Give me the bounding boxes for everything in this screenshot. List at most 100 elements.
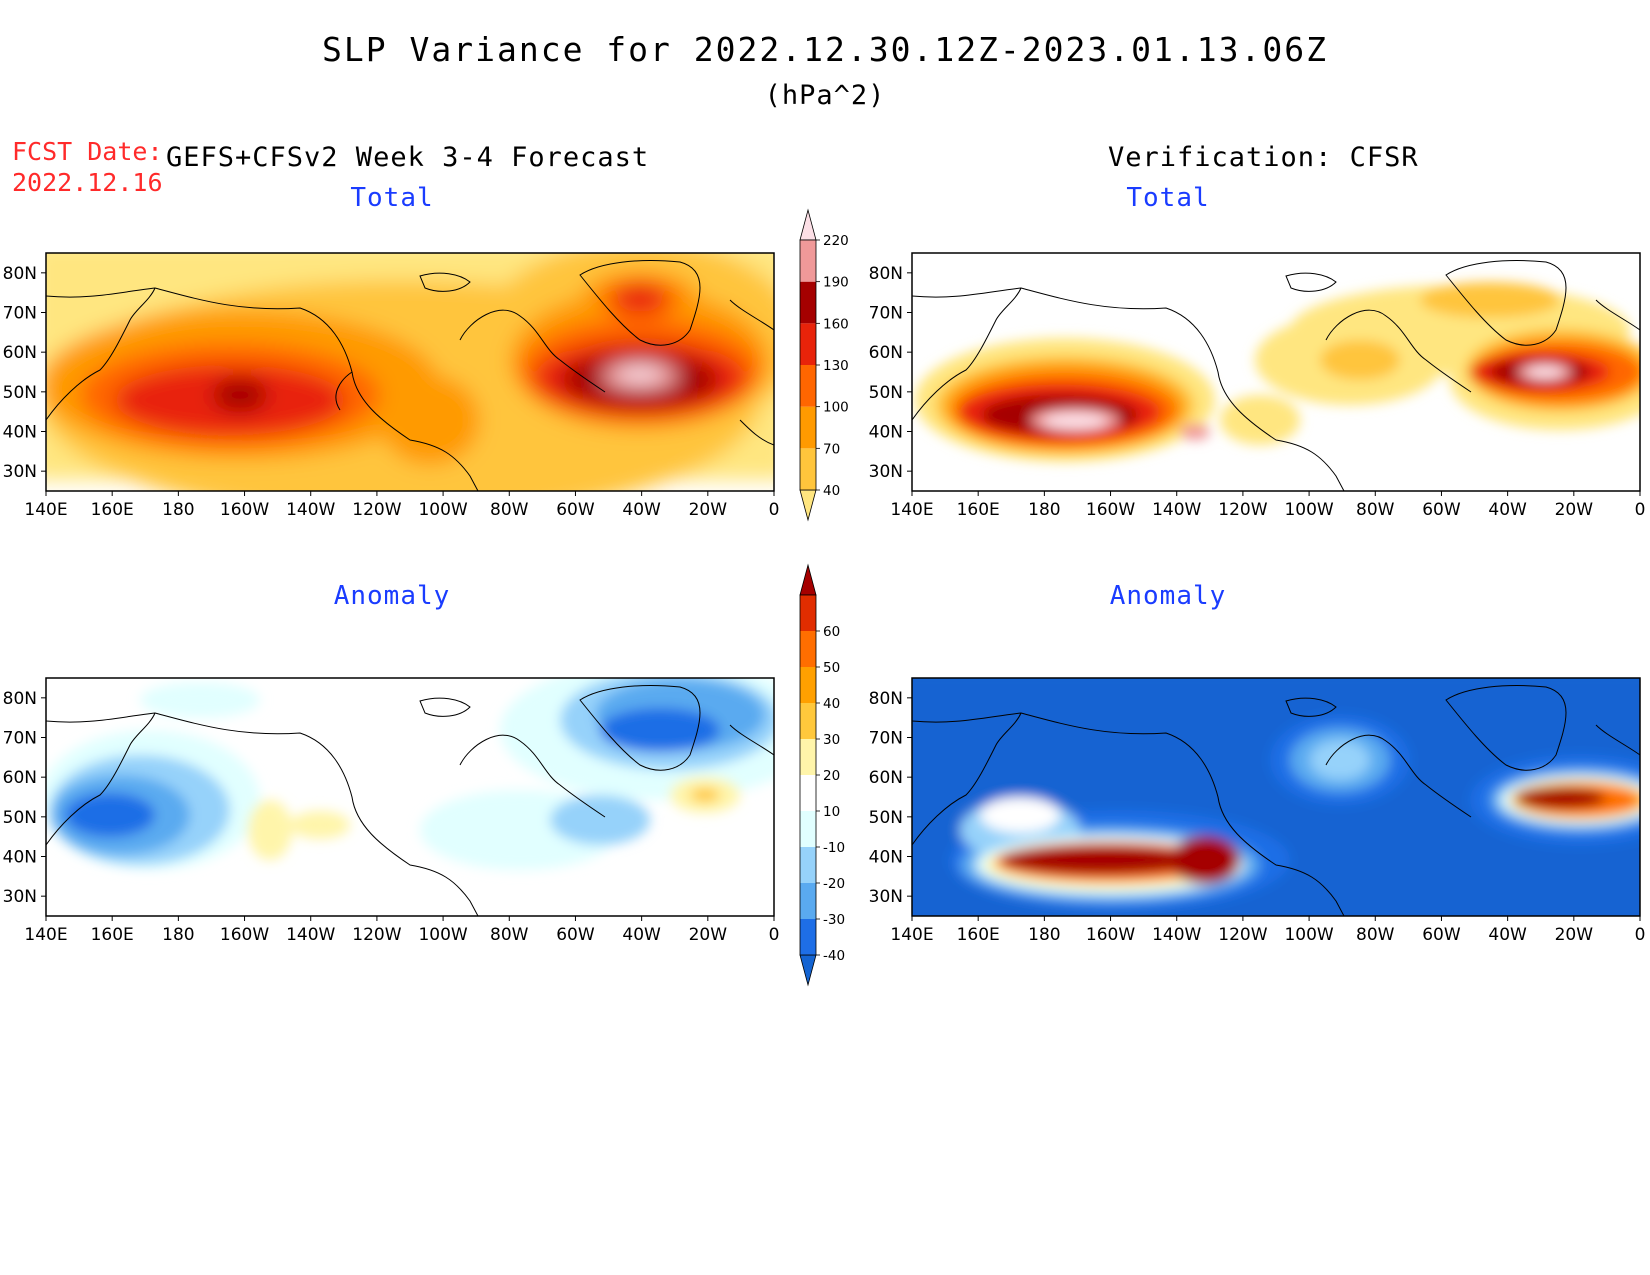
- colorbar-segment: [800, 631, 816, 667]
- lat-tick-label: 70N: [869, 729, 903, 749]
- lon-tick-label: 0: [769, 500, 780, 520]
- lat-tick-label: 60N: [869, 768, 903, 788]
- colorbar-segment: [800, 323, 816, 365]
- colorbar-segment: [800, 703, 816, 739]
- lat-tick-label: 60N: [869, 343, 903, 363]
- panel-title-verification-anomaly: Anomaly: [1109, 581, 1227, 611]
- lat-tick-label: 80N: [869, 264, 903, 284]
- lon-tick-label: 160W: [1086, 925, 1135, 945]
- lon-tick-label: 0: [1635, 500, 1646, 520]
- colorbar-label: 100: [823, 400, 849, 416]
- lat-tick-label: 70N: [3, 304, 37, 324]
- colorbar-top-arrow: [799, 208, 817, 241]
- colorbar-label: 40: [823, 483, 840, 499]
- colorbar-segment: [800, 775, 816, 811]
- lon-tick-label: 40W: [1488, 925, 1527, 945]
- lon-tick-label: 40W: [622, 925, 661, 945]
- panel-verification-total: 30N 40N 50N 60N 70N 80N 140E 160E 180 160W 140W 12…: [869, 252, 1646, 520]
- verification-anomaly-coastlines: [912, 685, 1640, 916]
- lat-tick-label: 70N: [3, 729, 37, 749]
- verification-total-frame: [911, 252, 1641, 492]
- colorbar-label: 50: [823, 660, 840, 676]
- panel-title-forecast-anomaly: Anomaly: [333, 581, 451, 611]
- lon-tick-label: 180: [1028, 925, 1060, 945]
- forecast-date-label: FCST Date:: [12, 137, 163, 166]
- lat-tick-label: 70N: [869, 304, 903, 324]
- colorbar-label: 30: [823, 732, 840, 748]
- colorbar-label: 60: [823, 624, 840, 640]
- lon-tick-label: 60W: [556, 925, 595, 945]
- colorbar-segment: [800, 595, 816, 631]
- panel-forecast-anomaly: 30N 40N 50N 60N 70N 80N 140E 160E 180 160W 140W 12…: [3, 677, 779, 945]
- lon-tick-label: 120W: [1218, 925, 1267, 945]
- forecast-anomaly-lon-axis: 140E 160E 180 160W 140W 120W 100W 80W 60W 40W 20W 0: [24, 916, 779, 945]
- verification-anomaly-shading: [912, 678, 1640, 916]
- verification-anomaly-lon-axis: 140E 160E 180 160W 140W 120W 100W 80W 60W 40W 20W 0: [890, 916, 1645, 945]
- forecast-total-lat-axis: 30N 40N 50N 60N 70N 80N: [3, 264, 46, 482]
- forecast-total-coastlines: [46, 260, 774, 491]
- lon-tick-label: 60W: [1422, 925, 1461, 945]
- lon-tick-label: 160E: [957, 925, 1000, 945]
- lon-tick-label: 160E: [91, 500, 134, 520]
- colorbar-label: 190: [823, 275, 849, 291]
- forecast-total-lon-axis: 140E 160E 180 160W 140W 120W 100W 80W 60W 40W 20W 0: [24, 491, 779, 520]
- lon-tick-label: 20W: [1555, 925, 1594, 945]
- lon-tick-label: 140E: [24, 925, 67, 945]
- lon-tick-label: 140E: [890, 925, 933, 945]
- forecast-anomaly-frame: [45, 677, 775, 917]
- forecast-total-frame: [45, 252, 775, 492]
- lon-tick-label: 140E: [890, 500, 933, 520]
- colorbar-label: 130: [823, 358, 849, 374]
- lon-tick-label: 140W: [1152, 500, 1201, 520]
- lat-tick-label: 60N: [3, 768, 37, 788]
- lon-tick-label: 140W: [286, 500, 335, 520]
- lon-tick-label: 0: [769, 925, 780, 945]
- lat-tick-label: 50N: [3, 808, 37, 828]
- lon-tick-label: 120W: [352, 925, 401, 945]
- colorbar-label: 20: [823, 768, 840, 784]
- colorbar-total: 40 70 100 130 160 190 220: [799, 208, 849, 522]
- colorbar-label: -30: [823, 912, 845, 928]
- lat-tick-label: 40N: [869, 848, 903, 868]
- lat-tick-label: 60N: [3, 343, 37, 363]
- panel-title-forecast-total: Total: [350, 183, 434, 213]
- verification-column-header: Verification: CFSR: [1108, 142, 1419, 173]
- lat-tick-label: 80N: [3, 689, 37, 709]
- colorbar-label: 160: [823, 316, 849, 332]
- colorbar-label: 70: [823, 441, 840, 457]
- lon-tick-label: 80W: [490, 500, 529, 520]
- lat-tick-label: 30N: [869, 462, 903, 482]
- lon-tick-label: 20W: [689, 500, 728, 520]
- lon-tick-label: 20W: [1555, 500, 1594, 520]
- lon-tick-label: 140E: [24, 500, 67, 520]
- lon-tick-label: 160E: [957, 500, 1000, 520]
- colorbar-segment: [800, 883, 816, 919]
- panel-forecast-total: 30N 40N 50N 60N 70N 80N 140E 160E 180 160W 140W 12…: [3, 252, 779, 520]
- colorbar-bottom-arrow: [799, 954, 817, 987]
- colorbar-segment: [800, 240, 816, 282]
- lon-tick-label: 100W: [418, 925, 467, 945]
- verification-total-lat-axis: 30N 40N 50N 60N 70N 80N: [869, 264, 912, 482]
- forecast-anomaly-coastlines: [46, 685, 774, 916]
- lat-tick-label: 50N: [3, 383, 37, 403]
- lat-tick-label: 40N: [869, 423, 903, 443]
- colorbar-segment: [800, 739, 816, 775]
- lon-tick-label: 160E: [91, 925, 134, 945]
- lat-tick-label: 50N: [869, 383, 903, 403]
- lon-tick-label: 120W: [352, 500, 401, 520]
- forecast-date-value: 2022.12.16: [12, 168, 163, 197]
- colorbar-label: 40: [823, 696, 840, 712]
- verification-total-shading: [915, 282, 1640, 462]
- lon-tick-label: 160W: [220, 925, 269, 945]
- lon-tick-label: 160W: [220, 500, 269, 520]
- lon-tick-label: 80W: [1356, 925, 1395, 945]
- lat-tick-label: 80N: [869, 689, 903, 709]
- lon-tick-label: 100W: [418, 500, 467, 520]
- lon-tick-label: 100W: [1284, 500, 1333, 520]
- lon-tick-label: 20W: [689, 925, 728, 945]
- lon-tick-label: 100W: [1284, 925, 1333, 945]
- figure-title: SLP Variance for 2022.12.30.12Z-2023.01.…: [322, 30, 1328, 69]
- lat-tick-label: 50N: [869, 808, 903, 828]
- lon-tick-label: 140W: [1152, 925, 1201, 945]
- lon-tick-label: 40W: [1488, 500, 1527, 520]
